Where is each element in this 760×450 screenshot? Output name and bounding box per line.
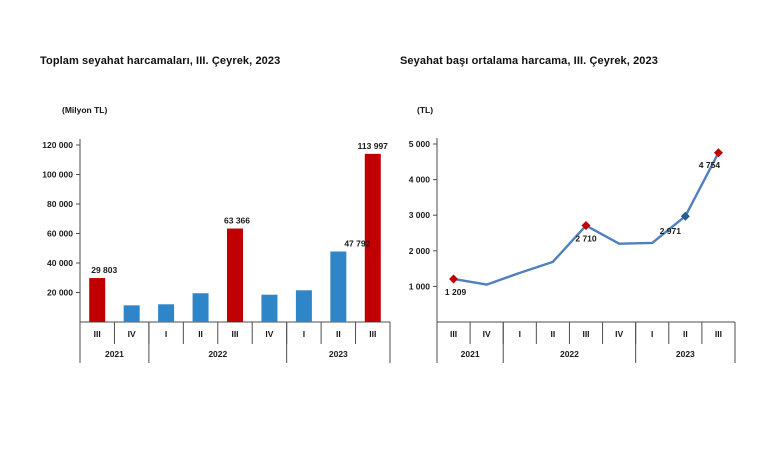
x-tick-label: I xyxy=(651,329,653,339)
y-axis: 20 000 40 000 60 000 80 000 100 000 120 000 xyxy=(42,139,81,322)
x-tick-label: III xyxy=(94,329,101,339)
x-tick-label: IV xyxy=(483,329,491,339)
y-axis: 1 000 2 000 3 000 4 000 5 000 xyxy=(409,138,438,322)
bar xyxy=(89,278,106,322)
markers: 1 209 2 710 2 971 4 754 xyxy=(445,148,723,297)
bar xyxy=(227,228,243,322)
marker-diamond xyxy=(713,148,723,158)
bar xyxy=(295,290,312,322)
average-expenditure-chart-panel: Seyahat başı ortalama harcama, III. Çeyr… xyxy=(400,55,756,385)
year-label: 2023 xyxy=(329,349,348,359)
data-label: 2 710 xyxy=(575,234,597,244)
x-tick-label: III xyxy=(450,329,457,339)
bar-chart-unit-label: (Milyon TL) xyxy=(62,105,108,115)
year-label: 2023 xyxy=(676,349,695,359)
line-chart-unit-label: (TL) xyxy=(417,105,434,115)
marker-diamond xyxy=(581,221,591,231)
data-label: 2 971 xyxy=(660,226,682,236)
y-tick-label: 4 000 xyxy=(409,175,431,185)
x-tick-label: III xyxy=(715,329,722,339)
bar-data-labels: 29 803 63 366 47 792 113 997 xyxy=(91,141,388,275)
bar xyxy=(158,304,175,322)
x-tick-label: III xyxy=(582,329,589,339)
y-tick-label: 100 000 xyxy=(42,170,73,180)
data-label: 4 754 xyxy=(699,160,721,170)
x-tick-label: II xyxy=(198,329,203,339)
data-label: 113 997 xyxy=(358,141,389,151)
year-label: 2021 xyxy=(461,349,480,359)
year-label: 2022 xyxy=(560,349,579,359)
y-tick-label: 120 000 xyxy=(42,140,73,150)
total-expenditure-chart-panel: Toplam seyahat harcamaları, III. Çeyrek,… xyxy=(40,55,400,385)
y-tick-label: 3 000 xyxy=(409,210,431,220)
y-tick-label: 40 000 xyxy=(47,258,73,268)
line-series xyxy=(453,152,720,286)
y-tick-label: 20 000 xyxy=(47,288,73,298)
bar-chart-title: Toplam seyahat harcamaları, III. Çeyrek,… xyxy=(40,55,281,67)
x-tick-label: I xyxy=(303,329,305,339)
bar xyxy=(192,293,209,322)
x-tick-label: II xyxy=(551,329,556,339)
year-label: 2022 xyxy=(208,349,227,359)
bar xyxy=(123,305,140,322)
x-tick-label: IV xyxy=(615,329,623,339)
x-tick-label: III xyxy=(369,329,376,339)
bars xyxy=(89,153,381,322)
line-chart-title: Seyahat başı ortalama harcama, III. Çeyr… xyxy=(400,55,658,67)
x-tick-label: II xyxy=(683,329,688,339)
x-tick-label: IV xyxy=(128,329,136,339)
bar xyxy=(330,251,347,322)
marker-diamond xyxy=(449,274,459,284)
y-tick-label: 80 000 xyxy=(47,199,73,209)
bar xyxy=(364,153,381,322)
data-label: 47 792 xyxy=(344,239,370,249)
y-tick-label: 60 000 xyxy=(47,229,73,239)
year-label: 2021 xyxy=(105,349,124,359)
bar xyxy=(261,294,278,322)
y-tick-label: 1 000 xyxy=(409,281,431,291)
marker-diamond xyxy=(680,211,690,221)
x-tick-label: I xyxy=(165,329,167,339)
x-tick-label: I xyxy=(519,329,521,339)
x-tick-label: IV xyxy=(265,329,273,339)
x-tick-label: II xyxy=(336,329,341,339)
y-tick-label: 2 000 xyxy=(409,246,431,256)
y-tick-label: 5 000 xyxy=(409,139,431,149)
x-tick-label: III xyxy=(231,329,238,339)
data-label: 63 366 xyxy=(224,216,250,226)
data-label: 29 803 xyxy=(91,265,117,275)
data-label: 1 209 xyxy=(445,287,467,297)
